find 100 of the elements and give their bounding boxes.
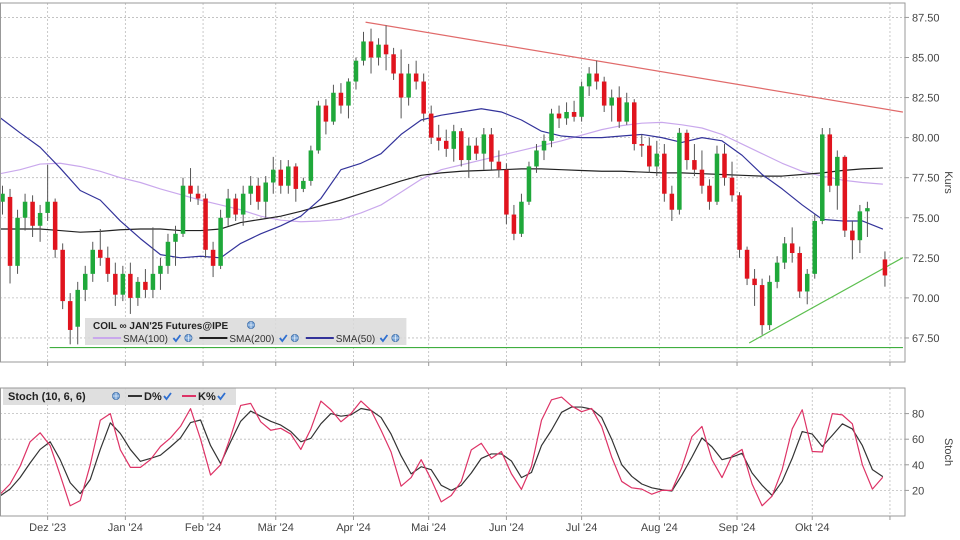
y-tick-label: 85.00 [912,52,940,64]
legend-title: Stoch (10, 6, 6) [8,391,86,403]
candlestick [730,161,734,202]
candlestick [278,160,284,194]
line-series [0,108,884,258]
x-tick-label: Mär '24 [258,522,294,534]
candlestick [586,66,592,96]
candlestick [466,137,472,178]
candlestick [354,56,358,90]
candlestick [640,134,644,158]
candlestick [248,176,253,206]
x-tick-label: Jan '24 [108,522,143,534]
candlestick [670,185,674,222]
candlestick [594,60,599,90]
candlestick [624,92,629,126]
candlestick [338,82,344,114]
candlestick [391,47,396,80]
candlestick [609,89,614,122]
candlestick [556,105,562,129]
candlestick [106,246,110,282]
candlestick [45,164,50,222]
candlestick [774,256,780,289]
y-tick-label: 70.00 [912,292,940,305]
candlestick [294,162,298,202]
y-tick-label: 75.00 [912,212,940,225]
line-series [0,406,884,497]
candlestick [482,128,486,170]
legend-label: SMA(50) [336,334,376,345]
y-axis-title: Stoch [942,438,954,466]
candlestick [474,137,479,161]
y-axis-title: Kurs [942,171,954,194]
y-tick-label: 77.50 [912,172,940,185]
x-tick-label: Sep '24 [718,522,756,534]
legend-title: COIL ∞ JAN'25 Futures@IPE [93,321,229,332]
candlestick [451,124,456,162]
candlestick [865,201,870,238]
y-tick-label: 80.00 [912,132,940,145]
candlestick [324,98,328,135]
y-tick-label: 40 [912,460,924,472]
candlestick [38,204,42,242]
y-tick-label: 67.50 [912,332,940,345]
x-tick-label: Okt '24 [794,522,830,534]
y-tick-label: 72.50 [912,252,940,265]
candlestick [512,204,516,241]
x-tick-label: Jun '24 [488,522,524,534]
candlestick [534,144,539,174]
candlestick [444,129,448,158]
candlestick [263,176,268,218]
candlestick [226,188,230,226]
candlestick [143,268,148,298]
candlestick [22,193,28,232]
y-tick-label: 87.50 [912,12,940,24]
candlestick [707,178,712,210]
candlestick [782,236,787,270]
candlestick [361,31,366,66]
candlestick [692,144,697,177]
y-tick-label: 82.50 [912,92,940,105]
candlestick [150,226,156,298]
candlestick [384,24,388,71]
candlestick [436,124,441,151]
candlestick [654,140,660,177]
x-tick-label: Dez '23 [29,522,66,534]
candlestick [188,168,193,202]
candlestick [496,150,502,178]
candlestick [572,100,576,122]
candlestick [82,265,88,302]
candlestick [286,160,291,194]
candlestick [98,228,103,266]
y-tick-label: 20 [912,485,924,498]
x-tick-label: Feb '24 [184,522,222,534]
legend-label: D% [144,391,162,403]
y-tick-label: 60 [912,434,924,446]
candlestick [804,268,810,305]
candlestick [414,60,418,90]
candlestick [850,220,855,260]
x-tick-label: Aug '24 [640,522,678,534]
candlestick [158,257,163,290]
candlestick [647,137,652,174]
candlestick [173,225,178,266]
candlestick [542,134,546,161]
candlestick [256,177,260,210]
candlestick [700,150,704,194]
legend-label: K% [198,391,216,403]
candlestick [752,268,757,306]
candlestick [790,226,794,264]
candlestick [120,265,126,302]
candlestick [882,250,888,288]
candlestick [233,193,238,222]
candlestick [271,156,276,194]
legend-label: SMA(100) [123,334,168,345]
legend-label: SMA(200) [229,334,274,345]
x-tick-label: Mai '24 [411,522,446,534]
candlestick [210,241,216,278]
candlestick [136,276,140,306]
candlestick [376,38,381,66]
x-tick-label: Apr '24 [336,522,371,534]
candlestick [564,102,569,126]
line-series [0,122,884,222]
candlestick [113,262,118,306]
candlestick [240,185,246,226]
